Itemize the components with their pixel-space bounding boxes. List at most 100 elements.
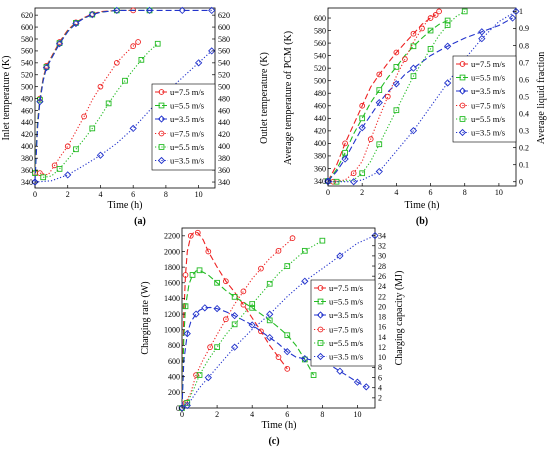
series-3 bbox=[324, 14, 517, 185]
legend-swatch-marker bbox=[459, 74, 466, 81]
x-tick-label: 8 bbox=[164, 190, 168, 199]
x-tick-label: 2 bbox=[215, 410, 219, 419]
legend-swatch-marker bbox=[458, 128, 467, 137]
data-point bbox=[213, 304, 221, 313]
data-point bbox=[478, 28, 486, 36]
data-point bbox=[204, 373, 212, 382]
y-tick-label: 2000 bbox=[164, 247, 180, 256]
legend-box bbox=[310, 279, 376, 367]
y-tick-label: 1200 bbox=[164, 310, 180, 319]
data-point bbox=[37, 96, 43, 103]
y-tick-label: 500 bbox=[314, 77, 326, 86]
x-tick-label: 0 bbox=[180, 410, 184, 419]
data-point bbox=[105, 100, 112, 107]
y-tick-label: 340 bbox=[21, 178, 33, 187]
y-right-tick-label: 620 bbox=[218, 11, 230, 20]
data-point bbox=[193, 372, 199, 378]
data-point bbox=[223, 316, 229, 323]
x-tick-label: 2 bbox=[360, 188, 364, 197]
ticks-right: 340 360 380 400 420 440 460 480 500 520 540 560 580 6… bbox=[212, 11, 230, 187]
y-tick-label: 360 bbox=[21, 166, 33, 175]
series-1 bbox=[179, 229, 291, 411]
data-point bbox=[266, 280, 273, 287]
data-point bbox=[443, 79, 452, 87]
y-right-tick-label: 500 bbox=[218, 82, 230, 91]
data-point bbox=[230, 343, 239, 351]
y-tick-label: 520 bbox=[314, 64, 326, 73]
y-tick-label: 600 bbox=[21, 23, 33, 32]
y-right-tick-label: 32 bbox=[378, 242, 386, 251]
y-right-tick-label: 10 bbox=[378, 353, 386, 362]
y-tick-label: 340 bbox=[314, 177, 326, 186]
x-axis-label: Time (h) bbox=[405, 200, 440, 211]
legend-entry: u=7.5 m/s bbox=[456, 59, 505, 69]
data-point bbox=[359, 170, 366, 177]
y-axis-right-label: Charging capacity (MJ) bbox=[394, 271, 405, 366]
legend: u=7.5 m/s u=5.5 m/s u=3.5 m/s u=7.5 m/s u=5.… bbox=[310, 279, 376, 367]
data-point bbox=[427, 46, 434, 52]
data-point bbox=[42, 63, 51, 72]
legend-swatch-marker bbox=[458, 87, 467, 95]
data-point bbox=[409, 64, 418, 72]
data-point bbox=[231, 294, 238, 300]
panel-b: 3403603804004204404604805005205405605806… bbox=[283, 7, 547, 227]
y-right-tick-label: 0.7 bbox=[519, 58, 529, 67]
y-right-tick-label: 580 bbox=[218, 35, 230, 44]
y-right-tick-label: 16 bbox=[378, 323, 386, 332]
series-1 bbox=[32, 7, 137, 176]
data-point bbox=[319, 237, 326, 244]
y-tick-label: 560 bbox=[21, 47, 33, 56]
y-right-tick-label: 360 bbox=[218, 166, 230, 175]
y-tick-label: 580 bbox=[314, 26, 326, 35]
legend-label: u=5.5 m/s bbox=[471, 114, 505, 124]
legend-swatch-marker bbox=[459, 116, 466, 122]
data-point bbox=[129, 124, 137, 133]
data-point bbox=[333, 178, 340, 185]
data-point bbox=[409, 127, 418, 135]
y-right-tick-label: 0.5 bbox=[519, 92, 529, 101]
legend-swatch-marker bbox=[316, 311, 325, 319]
y-right-tick-label: 420 bbox=[218, 130, 230, 139]
data-point bbox=[427, 27, 434, 34]
series-line bbox=[186, 240, 323, 404]
panel-c: 0200400600800100012001400160018002000220… bbox=[140, 227, 405, 447]
y-tick-label: 540 bbox=[21, 59, 33, 68]
data-point bbox=[284, 366, 291, 372]
data-point bbox=[375, 167, 383, 176]
y-right-tick-label: 0.4 bbox=[519, 109, 529, 118]
legend-label: u=3.5 m/s bbox=[471, 86, 505, 96]
legend-swatch-marker bbox=[317, 326, 324, 333]
data-point bbox=[178, 404, 186, 412]
legend-swatch-marker bbox=[317, 285, 324, 291]
y-right-tick-label: 22 bbox=[378, 292, 386, 301]
y-right-tick-label: 8 bbox=[378, 363, 382, 372]
data-point bbox=[96, 151, 105, 159]
data-point bbox=[36, 97, 44, 106]
ticks-right: 0 0.1 0.2 0.3 0.4 0.5 0.6 0.7 0.8 0.9 1 bbox=[513, 7, 529, 187]
data-point bbox=[353, 378, 362, 386]
y-tick-label: 1000 bbox=[164, 326, 180, 335]
data-point bbox=[189, 272, 196, 278]
legend-entry: u=3.5 m/s bbox=[456, 128, 505, 138]
series-4 bbox=[182, 235, 296, 406]
y-right-tick-label: 2 bbox=[378, 394, 382, 403]
data-point bbox=[367, 136, 374, 143]
y-right-tick-label: 24 bbox=[378, 282, 386, 291]
data-point bbox=[207, 344, 213, 351]
data-point bbox=[196, 372, 203, 378]
data-point bbox=[56, 166, 63, 172]
y-tick-label: 1800 bbox=[164, 263, 180, 272]
data-point bbox=[230, 312, 239, 320]
data-point bbox=[444, 22, 451, 28]
y-right-tick-label: 0.3 bbox=[519, 126, 529, 135]
data-point bbox=[55, 40, 64, 48]
legend: u=7.5 m/s u=5.5 m/s u=3.5 m/s u=7.5 m/s u=5.… bbox=[151, 83, 216, 171]
legend-entry: u=3.5 m/s bbox=[456, 86, 505, 96]
series-layer bbox=[324, 7, 520, 186]
data-point bbox=[301, 277, 309, 285]
data-point bbox=[350, 170, 357, 177]
series-4 bbox=[330, 8, 442, 185]
data-point bbox=[182, 272, 189, 278]
data-point bbox=[72, 19, 80, 28]
y-right-tick-label: 0.2 bbox=[519, 143, 529, 152]
